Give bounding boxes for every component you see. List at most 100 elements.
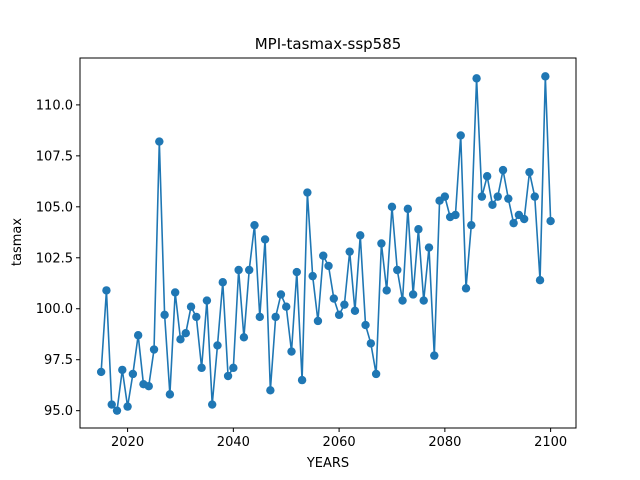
y-axis-ticks: 95.0 97.5 100.0 102.5 105.0 107.5 110.0 (36, 98, 80, 419)
data-point (414, 225, 423, 234)
data-point (393, 265, 402, 275)
data-point (398, 296, 407, 305)
data-point (530, 192, 539, 201)
data-point (181, 329, 190, 338)
data-point (297, 375, 307, 385)
y-tick-label: 97.5 (44, 353, 73, 368)
x-axis-label: YEARS (306, 456, 349, 471)
data-point (202, 296, 212, 305)
data-point (112, 406, 122, 415)
data-point (170, 288, 180, 297)
data-point (255, 312, 264, 322)
data-point (340, 300, 349, 309)
series-tasmax (96, 72, 555, 415)
data-point (192, 312, 201, 322)
data-point (535, 276, 545, 285)
data-point (361, 320, 370, 330)
data-point (461, 284, 471, 293)
data-point (424, 243, 434, 252)
data-point (509, 218, 518, 228)
data-point (382, 286, 391, 295)
x-axis-ticks: 2020 2040 2060 2080 2100 (111, 428, 567, 450)
data-point (250, 220, 259, 230)
x-tick-label: 2020 (111, 435, 144, 450)
data-point (160, 310, 169, 320)
data-point (292, 267, 302, 277)
data-point (239, 333, 249, 342)
plot-frame (79, 57, 577, 429)
data-point (504, 194, 513, 203)
x-tick-label: 2100 (534, 435, 567, 450)
data-point (245, 265, 254, 275)
data-point (186, 302, 196, 311)
data-point (546, 216, 555, 226)
data-point (266, 386, 275, 395)
data-point (234, 265, 243, 275)
y-axis-label: tasmax (10, 218, 25, 266)
x-tick-label: 2060 (323, 435, 356, 450)
data-point (165, 390, 175, 399)
data-point (345, 247, 354, 256)
data-point (319, 251, 328, 260)
data-point (488, 200, 497, 209)
y-tick-label: 107.5 (36, 149, 73, 164)
data-point (128, 369, 138, 379)
data-point (430, 351, 439, 360)
data-point (482, 172, 492, 181)
data-point (229, 363, 238, 373)
data-point (467, 220, 476, 230)
data-point (519, 214, 529, 224)
data-point (118, 365, 127, 375)
chart-title: MPI-tasmax-ssp585 (255, 35, 402, 53)
data-point (107, 400, 116, 409)
data-point (155, 137, 164, 146)
data-point (334, 310, 344, 320)
data-point (525, 167, 534, 177)
data-point (472, 74, 481, 83)
data-point (223, 371, 233, 381)
data-point (371, 369, 381, 379)
y-tick-label: 102.5 (36, 251, 73, 266)
y-tick-label: 100.0 (36, 302, 73, 317)
y-tick-label: 95.0 (44, 404, 73, 419)
x-tick-label: 2080 (428, 435, 461, 450)
data-point (451, 210, 460, 220)
data-point (377, 239, 386, 248)
data-point (303, 188, 312, 197)
data-point (123, 402, 132, 411)
data-point (149, 345, 159, 354)
y-tick-label: 105.0 (36, 200, 73, 215)
data-point (477, 192, 487, 201)
data-point (282, 302, 291, 311)
data-point (408, 290, 418, 299)
data-point (276, 290, 286, 299)
data-point (218, 278, 227, 287)
data-point (287, 347, 296, 356)
data-point (271, 312, 280, 322)
data-point (313, 316, 323, 326)
data-point (197, 363, 206, 373)
data-point (350, 306, 360, 315)
data-point (96, 367, 106, 377)
data-point (260, 235, 270, 244)
y-tick-label: 110.0 (36, 98, 73, 113)
data-point (144, 382, 153, 391)
series-line (100, 75, 552, 412)
data-point (541, 72, 550, 81)
data-point (419, 296, 428, 305)
data-point (308, 271, 317, 281)
data-point (102, 286, 111, 295)
data-point (176, 335, 185, 344)
data-point (440, 192, 450, 201)
x-tick-label: 2040 (217, 435, 250, 450)
data-point (213, 341, 222, 350)
data-point (356, 231, 365, 240)
data-point (403, 204, 413, 214)
data-point (456, 131, 465, 140)
data-point (387, 202, 397, 212)
data-point (207, 400, 217, 409)
data-point (329, 294, 339, 303)
data-point (366, 339, 376, 348)
